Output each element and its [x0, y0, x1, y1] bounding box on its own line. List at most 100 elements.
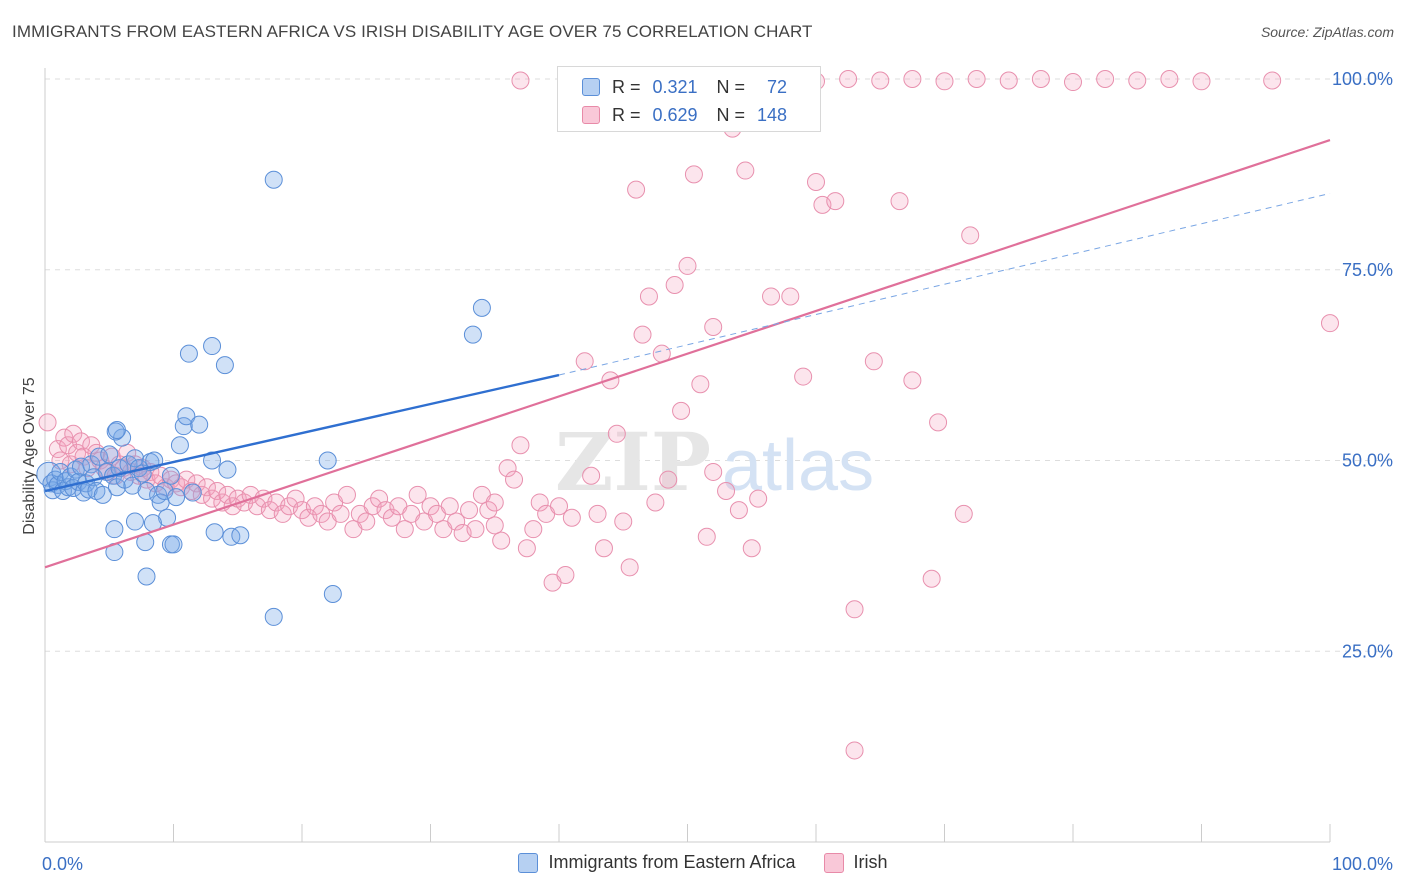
irish-point	[48, 440, 67, 459]
legend-swatch-pink	[823, 852, 844, 873]
irish-point	[517, 539, 536, 558]
legend-n-label: N =	[716, 76, 746, 97]
eastern-africa-point	[107, 478, 126, 497]
irish-point	[594, 539, 613, 558]
irish-point	[807, 173, 825, 192]
eastern-africa-point	[125, 512, 144, 531]
eastern-africa-point	[190, 415, 209, 434]
irish-point	[187, 474, 206, 493]
irish-point	[717, 482, 736, 501]
eastern-africa-point	[323, 585, 342, 604]
x-tick-label: 0.0%	[42, 854, 83, 874]
irish-point	[337, 485, 356, 504]
legend-label: Irish	[853, 852, 888, 872]
irish-point	[505, 470, 524, 489]
legend-item-irish[interactable]: Irish	[823, 852, 888, 873]
irish-point	[1064, 73, 1082, 92]
eastern-africa-point	[137, 482, 156, 501]
irish-point	[922, 569, 941, 588]
irish-point	[71, 432, 90, 451]
eastern-africa-point	[164, 535, 183, 554]
irish-point	[607, 424, 626, 443]
irish-point	[999, 71, 1018, 90]
irish-point	[639, 287, 658, 306]
irish-point	[575, 352, 594, 371]
irish-point	[479, 501, 498, 520]
eastern-africa-point	[203, 337, 222, 356]
irish-point	[208, 482, 227, 501]
irish-point	[903, 371, 922, 390]
irish-point	[370, 489, 389, 508]
irish-point	[903, 70, 922, 88]
x-tick-label: 100.0%	[1332, 854, 1393, 874]
eastern-africa-point	[318, 451, 337, 470]
irish-point	[633, 325, 652, 344]
axes	[44, 68, 1331, 843]
irish-point	[286, 489, 305, 508]
irish-point	[421, 497, 440, 516]
irish-point	[550, 497, 568, 516]
watermark: ZIP atlas	[555, 415, 874, 509]
eastern-africa-trend-extension	[558, 192, 1331, 376]
irish-point	[511, 436, 530, 455]
y-tick-label: 75.0%	[1342, 260, 1393, 280]
eastern-africa-point	[218, 460, 237, 479]
irish-point	[38, 413, 57, 432]
eastern-africa-point	[231, 526, 250, 545]
eastern-africa-point	[125, 449, 144, 468]
irish-point	[218, 485, 237, 504]
irish-point	[530, 493, 549, 512]
irish-point	[742, 539, 761, 558]
eastern-africa-point	[205, 523, 224, 542]
legend-item-eastern-africa[interactable]: Immigrants from Eastern Africa	[518, 852, 796, 873]
irish-point	[197, 478, 216, 497]
irish-point	[511, 71, 530, 90]
grid-lines	[45, 78, 1392, 652]
irish-point	[357, 512, 376, 531]
irish-point	[614, 512, 633, 531]
irish-point	[929, 413, 948, 432]
correlation-legend: R = 0.321 N = 72 R = 0.629 N = 148	[557, 66, 821, 132]
irish-point	[691, 375, 710, 394]
irish-point	[845, 741, 864, 760]
eastern-africa-point	[183, 483, 202, 502]
irish-point	[382, 508, 401, 527]
irish-point	[961, 226, 980, 245]
irish-point	[1321, 314, 1339, 333]
irish-point	[627, 180, 646, 199]
eastern-africa-point	[51, 462, 70, 481]
irish-point	[864, 352, 883, 371]
chart-title: IMMIGRANTS FROM EASTERN AFRICA VS IRISH …	[12, 22, 813, 41]
irish-trend-line	[44, 138, 1331, 569]
irish-point	[672, 401, 691, 420]
irish-point	[395, 520, 414, 539]
irish-point	[1031, 70, 1050, 88]
irish-point	[967, 70, 986, 88]
legend-n-label: N =	[716, 104, 746, 125]
irish-point	[498, 459, 517, 478]
eastern-africa-point	[264, 170, 283, 189]
irish-point	[890, 192, 909, 211]
eastern-africa-point	[155, 482, 174, 501]
eastern-africa-point	[170, 436, 189, 455]
irish-point	[697, 527, 716, 546]
irish-point	[845, 600, 864, 619]
watermark-atlas: atlas	[722, 426, 874, 506]
irish-point	[151, 466, 170, 485]
irish-point	[466, 520, 485, 539]
irish-point	[312, 504, 331, 523]
irish-point	[729, 501, 748, 520]
irish-point	[492, 531, 511, 550]
eastern-africa-point	[179, 344, 198, 363]
legend-swatch-blue	[582, 78, 600, 96]
irish-point	[440, 497, 459, 516]
eastern-africa-point	[264, 607, 283, 626]
irish-point	[273, 504, 292, 523]
irish-point	[447, 512, 466, 531]
irish-point	[485, 493, 504, 512]
eastern-africa-point	[472, 298, 491, 317]
y-tick-label: 25.0%	[1342, 641, 1393, 661]
eastern-africa-points	[36, 170, 491, 626]
irish-point	[678, 256, 697, 275]
legend-row-eastern-africa: R = 0.321 N = 72	[558, 73, 787, 101]
